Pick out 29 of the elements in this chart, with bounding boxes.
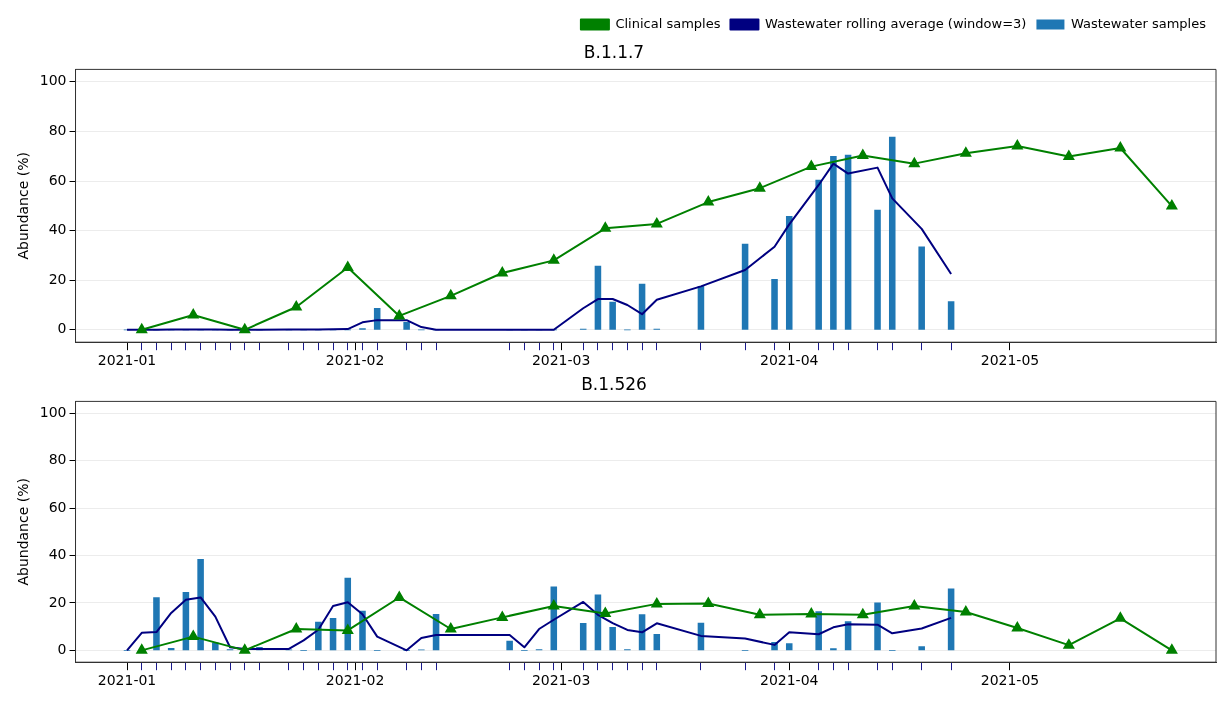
x-tick-label: 2021-04	[759, 352, 819, 369]
legend-label: Wastewater rolling average (window=3)	[764, 15, 1027, 31]
x-tick-label: 2021-05	[980, 672, 1040, 689]
legend-label: Clinical samples	[615, 15, 721, 31]
x-tick-label: 2021-04	[759, 672, 819, 689]
legend-label: Wastewater samples	[1070, 15, 1207, 31]
x-tick-label: 2021-02	[325, 352, 385, 369]
x-tick-label: 2021-01	[97, 672, 157, 689]
y-axis-title: Abundance (%)	[15, 478, 32, 586]
chart-title: B.1.1.7	[583, 41, 645, 62]
y-tick-label: 20	[48, 270, 67, 287]
y-axis-title: Abundance (%)	[15, 152, 32, 260]
x-tick-label: 2021-05	[980, 352, 1040, 369]
y-tick-label: 40	[48, 546, 67, 563]
y-tick-label: 80	[48, 451, 67, 468]
y-tick-label: 20	[48, 593, 67, 610]
y-tick-label: 0	[57, 320, 67, 337]
x-tick-label: 2021-02	[325, 672, 385, 689]
y-tick-label: 100	[39, 403, 67, 420]
y-tick-label: 40	[48, 221, 67, 238]
chart-title: B.1.526	[581, 373, 647, 394]
y-tick-label: 60	[48, 171, 67, 188]
y-tick-label: 60	[48, 498, 67, 515]
y-tick-label: 0	[57, 640, 67, 657]
y-tick-label: 80	[48, 122, 67, 139]
y-tick-label: 100	[39, 72, 67, 89]
x-tick-label: 2021-03	[531, 672, 591, 689]
x-tick-label: 2021-03	[531, 352, 591, 369]
x-tick-label: 2021-01	[97, 352, 157, 369]
